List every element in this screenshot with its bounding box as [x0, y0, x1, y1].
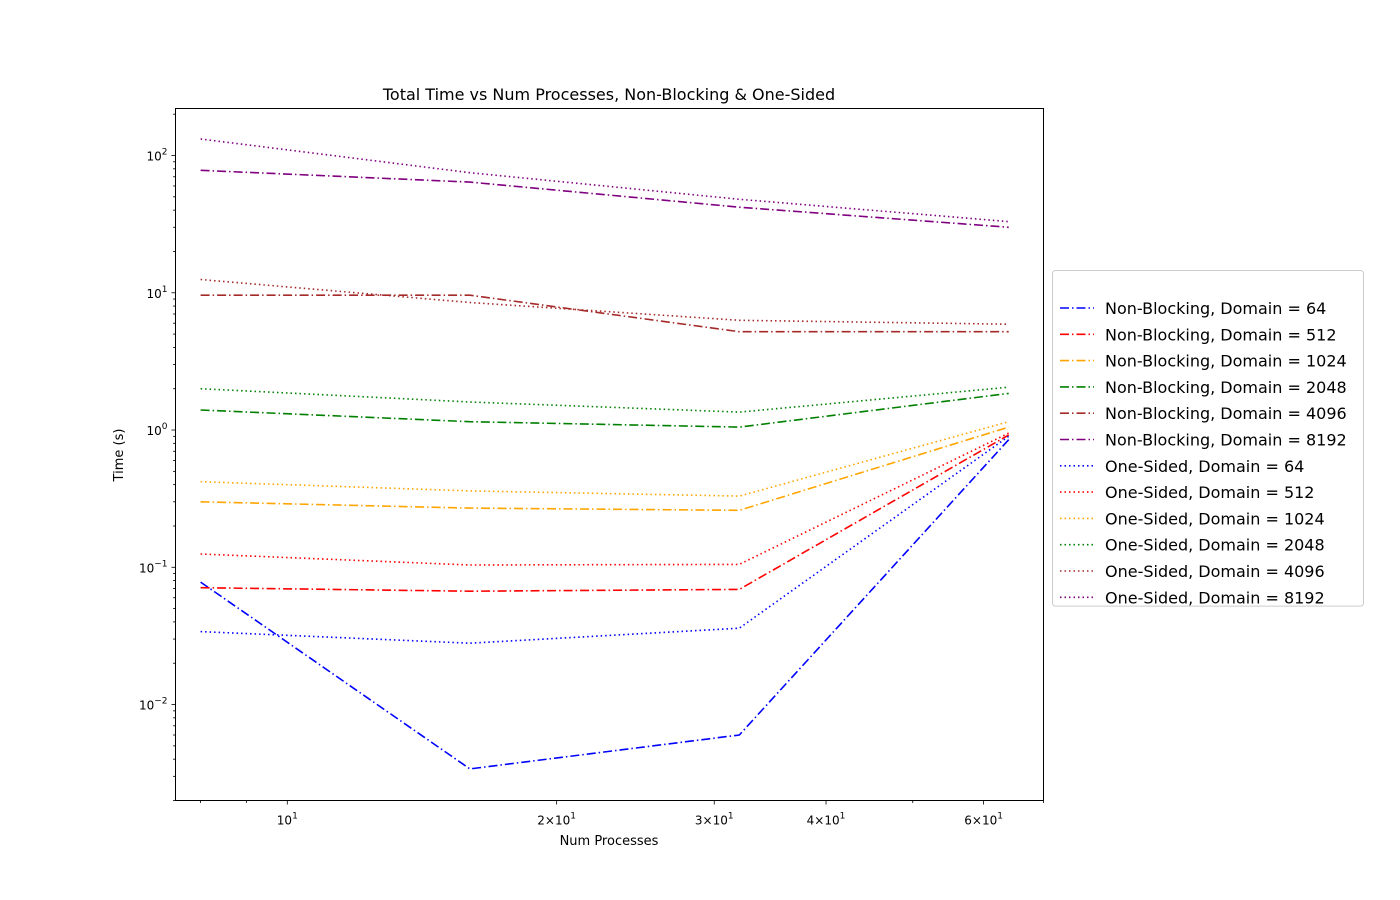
legend-label-11: One-Sided, Domain = 8192 [1105, 588, 1325, 607]
legend-label-3: Non-Blocking, Domain = 2048 [1105, 378, 1347, 397]
legend-label-5: Non-Blocking, Domain = 8192 [1105, 431, 1347, 450]
y-tick-label-4: 102 [146, 148, 167, 164]
series-line-4 [200, 294, 1009, 333]
x-tick-label-3: 4×101 [807, 812, 846, 828]
x-tick-label-4: 6×101 [964, 812, 1003, 828]
chart-title: Total Time vs Num Processes, Non-Blockin… [382, 85, 835, 104]
series-line-11 [200, 138, 1009, 223]
y-axis-label: Time (s) [112, 429, 127, 483]
legend-box [1052, 270, 1364, 607]
x-tick-label-1: 2×101 [537, 812, 576, 828]
legend-label-0: Non-Blocking, Domain = 64 [1105, 299, 1326, 318]
series-line-1 [200, 434, 1010, 593]
series-line-10 [200, 278, 1009, 325]
y-tick-label-1: 10−1 [139, 559, 168, 575]
x-axis-label: Num Processes [560, 834, 659, 849]
legend-label-7: One-Sided, Domain = 512 [1105, 483, 1314, 502]
series-line-0 [200, 439, 1010, 770]
legend-label-10: One-Sided, Domain = 4096 [1105, 562, 1325, 581]
axes-layer: 101 2×101 3×101 4×101 6×101 10−2 10−1 100 101 102 [139, 113, 1044, 828]
plot-area [175, 108, 1044, 801]
legend-label-6: One-Sided, Domain = 64 [1105, 457, 1304, 476]
series-line-2 [200, 426, 1009, 512]
y-tick-label-3: 101 [146, 285, 167, 301]
legend-label-8: One-Sided, Domain = 1024 [1105, 509, 1325, 528]
series-line-3 [200, 392, 1009, 428]
legend: Non-Blocking, Domain = 64 Non-Blocking, D… [1052, 270, 1364, 607]
legend-label-9: One-Sided, Domain = 2048 [1105, 536, 1325, 555]
x-tick-label-2: 3×101 [695, 812, 734, 828]
y-tick-label-2: 100 [146, 422, 167, 438]
series-layer [200, 138, 1010, 770]
series-line-7 [200, 432, 1010, 566]
series-line-5 [200, 169, 1009, 229]
x-tick-label-0: 101 [277, 812, 298, 828]
y-tick-label-0: 10−2 [139, 697, 168, 713]
legend-label-2: Non-Blocking, Domain = 1024 [1105, 352, 1347, 371]
legend-label-1: Non-Blocking, Domain = 512 [1105, 325, 1337, 344]
legend-label-4: Non-Blocking, Domain = 4096 [1105, 404, 1347, 423]
